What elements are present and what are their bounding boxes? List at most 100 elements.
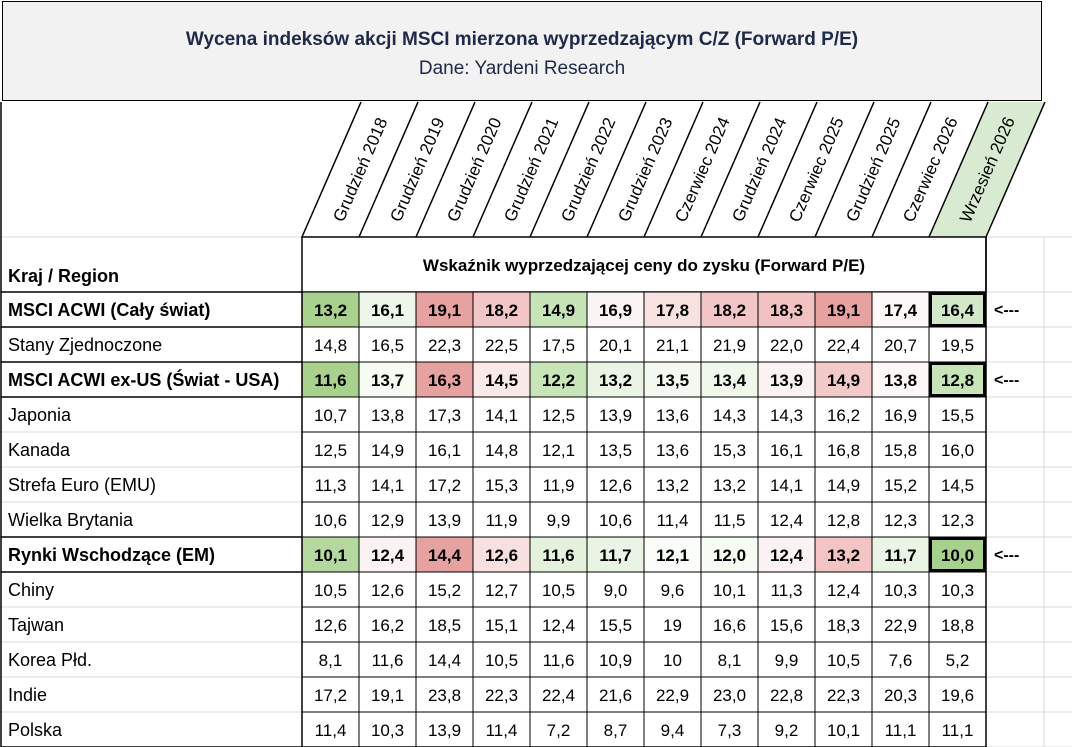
value-cell	[871, 676, 930, 713]
value-cell	[871, 396, 930, 433]
value-label: 22,5	[485, 336, 518, 355]
value-cell	[814, 501, 873, 538]
value-cell	[358, 291, 417, 328]
value-label: 11,6	[543, 651, 575, 670]
value-label: 22,3	[827, 686, 860, 705]
value-cell	[529, 641, 588, 678]
measure-label: Wskaźnik wyprzedzającej ceny do zysku (F…	[423, 256, 865, 275]
value-label: 11,6	[372, 651, 404, 670]
value-label: 16,4	[941, 301, 975, 320]
value-cell	[928, 431, 987, 468]
value-label: 13,2	[827, 546, 860, 565]
value-label: 10,5	[542, 581, 575, 600]
value-label: 14,5	[485, 371, 518, 390]
value-label: 20,3	[884, 686, 917, 705]
column-header: Czerwiec 2025	[785, 114, 847, 225]
value-label: 12,4	[770, 511, 803, 530]
value-label: 19,1	[827, 301, 860, 320]
value-label: 13,6	[656, 441, 689, 460]
value-label: 13,4	[713, 371, 747, 390]
value-label: 14,5	[941, 476, 974, 495]
value-cell	[643, 676, 702, 713]
header-diagonal-line	[928, 101, 989, 238]
value-cell	[358, 431, 417, 468]
title-box: Wycena indeksów akcji MSCI mierzona wypr…	[2, 1, 1042, 101]
value-label: 19,1	[428, 301, 461, 320]
column-header: Grudzień 2021	[500, 115, 562, 225]
value-cell	[301, 606, 360, 643]
value-cell	[529, 711, 588, 747]
value-cell	[529, 326, 588, 363]
value-label: 10,5	[827, 651, 860, 670]
highlight-cell-border	[929, 537, 986, 572]
value-label: 12,6	[599, 476, 632, 495]
value-cell	[757, 431, 816, 468]
value-label: 14,1	[371, 476, 404, 495]
value-cell	[415, 711, 474, 747]
value-cell	[529, 676, 588, 713]
value-label: 13,5	[656, 371, 689, 390]
value-label: 9,2	[775, 721, 799, 740]
value-cell	[814, 711, 873, 747]
value-label: 7,3	[718, 721, 742, 740]
value-cell	[358, 501, 417, 538]
value-label: 12,4	[827, 581, 860, 600]
value-label: 10,9	[599, 651, 632, 670]
value-label: 10	[663, 651, 682, 670]
value-cell	[928, 291, 987, 328]
value-cell	[415, 606, 474, 643]
value-label: 15,3	[485, 476, 518, 495]
pointer-arrow: <---	[994, 547, 1019, 564]
value-label: 16,2	[827, 406, 860, 425]
row-label: Strefa Euro (EMU)	[8, 475, 156, 495]
value-label: 11,4	[315, 721, 347, 740]
value-label: 16,5	[371, 336, 404, 355]
value-cell	[928, 676, 987, 713]
value-label: 14,1	[485, 406, 518, 425]
value-label: 13,9	[428, 511, 461, 530]
value-cell	[643, 571, 702, 608]
value-label: 17,2	[314, 686, 347, 705]
value-cell	[814, 466, 873, 503]
value-label: 14,1	[770, 476, 803, 495]
value-cell	[871, 361, 930, 398]
value-label: 8,7	[604, 721, 628, 740]
value-cell	[814, 431, 873, 468]
value-cell	[928, 711, 987, 747]
header-diagonal-line	[985, 101, 1046, 238]
value-label: 13,5	[599, 441, 632, 460]
value-cell	[814, 606, 873, 643]
value-cell	[529, 571, 588, 608]
value-label: 11,1	[942, 721, 974, 740]
value-label: 10,1	[827, 721, 860, 740]
measure-label-box	[301, 236, 987, 293]
value-label: 19	[663, 616, 682, 635]
value-label: 13,9	[599, 406, 632, 425]
row-header-label: Kraj / Region	[8, 266, 119, 286]
value-label: 12,4	[770, 546, 804, 565]
value-label: 10,5	[314, 581, 347, 600]
column-header: Grudzień 2024	[728, 115, 790, 225]
value-cell	[643, 326, 702, 363]
value-cell	[358, 676, 417, 713]
value-label: 15,5	[599, 616, 632, 635]
value-label: 15,2	[884, 476, 917, 495]
value-label: 14,4	[428, 546, 462, 565]
value-label: 14,9	[827, 371, 860, 390]
value-label: 9,9	[775, 651, 799, 670]
header-diagonal-line	[757, 101, 818, 238]
value-label: 12,1	[656, 546, 689, 565]
row-label: Kanada	[8, 440, 71, 460]
value-label: 20,7	[884, 336, 917, 355]
column-header: Czerwiec 2024	[671, 114, 733, 225]
value-label: 19,6	[941, 686, 974, 705]
value-cell	[415, 641, 474, 678]
value-cell	[358, 571, 417, 608]
value-label: 18,2	[713, 301, 746, 320]
value-label: 10,6	[599, 511, 632, 530]
value-cell	[814, 361, 873, 398]
value-cell	[472, 676, 531, 713]
value-label: 16,1	[770, 441, 803, 460]
column-header: Grudzień 2018	[329, 115, 391, 225]
value-label: 16,0	[941, 441, 974, 460]
